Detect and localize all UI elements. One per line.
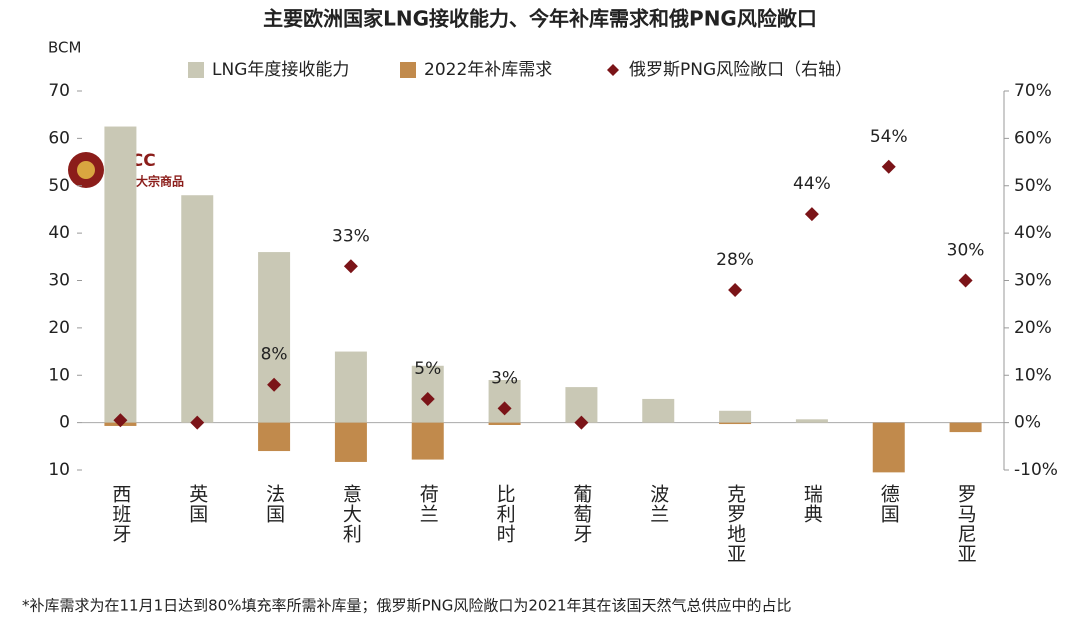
x-tick-label: 比利时	[494, 484, 516, 544]
bar	[872, 422, 905, 473]
data-label: 54%	[870, 127, 908, 147]
y-tick-label: 50	[48, 176, 70, 196]
marker	[497, 401, 512, 416]
y2-tick-label: 10%	[1014, 365, 1052, 385]
y2-tick-label: 20%	[1014, 318, 1052, 338]
data-label: 44%	[793, 174, 831, 194]
y-tick-label: 30	[48, 271, 70, 291]
x-tick-label: 波兰	[647, 484, 669, 524]
bar	[795, 419, 828, 423]
bar	[488, 379, 521, 423]
x-tick-label: 意大利	[340, 484, 362, 544]
data-label: 5%	[414, 359, 441, 379]
y-tick-label: 0	[59, 413, 70, 433]
legend-label: 2022年补库需求	[424, 60, 552, 80]
y-tick-label: 20	[48, 318, 70, 338]
bar	[949, 422, 982, 433]
x-tick-label: 荷兰	[417, 484, 439, 524]
y-tick-label: 10	[48, 460, 70, 480]
legend-label: LNG年度接收能力	[212, 60, 349, 80]
bar	[719, 422, 752, 425]
y2-tick-label: 40%	[1014, 223, 1052, 243]
marker	[728, 282, 743, 297]
bar	[258, 252, 291, 423]
x-tick-label: 法国	[263, 484, 285, 524]
x-tick-label: 克罗地亚	[724, 484, 746, 564]
marker	[113, 413, 128, 428]
data-label: 28%	[716, 250, 754, 270]
marker	[574, 415, 589, 430]
y2-tick-label: 70%	[1014, 81, 1052, 101]
y-tick-label: 70	[48, 81, 70, 101]
marker	[881, 159, 896, 174]
y2-tick-label: 30%	[1014, 271, 1052, 291]
footnote: *补库需求为在11月1日达到80%填充率所需补库量；俄罗斯PNG风险敞口为202…	[22, 597, 792, 615]
bar	[334, 422, 367, 462]
bar	[411, 422, 444, 460]
y2-tick-label: 0%	[1014, 413, 1041, 433]
y-unit: BCM	[48, 39, 81, 57]
bar	[488, 422, 521, 425]
x-tick-label: 德国	[878, 484, 900, 524]
bar	[104, 126, 137, 423]
bar	[181, 195, 214, 423]
data-label: 33%	[332, 226, 370, 246]
marker	[343, 259, 358, 274]
legend-swatch	[607, 64, 619, 76]
chart-title: 主要欧洲国家LNG接收能力、今年补库需求和俄PNG风险敞口	[263, 7, 817, 31]
y2-tick-label: -10%	[1014, 460, 1058, 480]
data-label: 3%	[491, 368, 518, 388]
y2-tick-label: 60%	[1014, 128, 1052, 148]
data-label: 8%	[261, 345, 288, 365]
bar	[719, 410, 752, 423]
bar	[642, 398, 675, 423]
y2-tick-label: 50%	[1014, 176, 1052, 196]
marker	[190, 415, 205, 430]
marker	[958, 273, 973, 288]
marker	[420, 391, 435, 406]
x-tick-label: 罗马尼亚	[955, 484, 977, 564]
logo-core	[77, 161, 95, 179]
x-tick-label: 葡萄牙	[570, 484, 592, 544]
y-tick-label: 40	[48, 223, 70, 243]
x-tick-label: 西班牙	[109, 484, 131, 544]
data-label: 30%	[947, 241, 985, 261]
y-tick-label: 60	[48, 128, 70, 148]
marker	[267, 377, 282, 392]
marker	[804, 207, 819, 222]
bar	[258, 422, 291, 452]
legend-swatch	[400, 62, 416, 78]
legend-label: 俄罗斯PNG风险敞口（右轴）	[629, 60, 852, 80]
y-tick-label: 10	[48, 365, 70, 385]
legend-swatch	[188, 62, 204, 78]
x-tick-label: 瑞典	[801, 484, 823, 524]
x-tick-label: 英国	[186, 484, 208, 524]
bar	[334, 351, 367, 423]
